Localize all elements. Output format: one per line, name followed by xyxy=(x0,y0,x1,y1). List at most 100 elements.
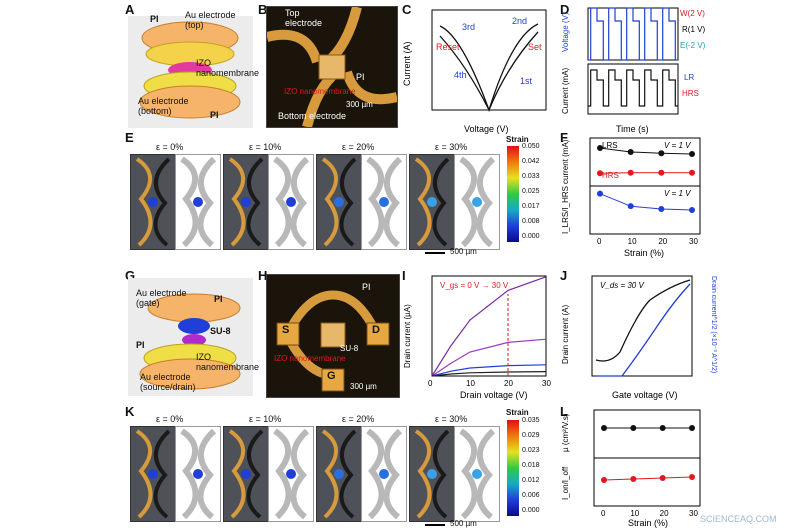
hrs-label-f: HRS xyxy=(602,171,619,180)
scale-bar-e xyxy=(425,252,445,254)
onoff-line xyxy=(603,476,693,481)
label-au-bottom: Au electrode (bottom) xyxy=(138,96,189,116)
ylabel-j-right: Drain current^1/2 (×10⁻³ A^1/2) xyxy=(710,276,717,373)
label-izo-h: IZO nanomembrane xyxy=(274,354,346,363)
strain-photo xyxy=(130,426,176,522)
colorbar-tick: 0.008 xyxy=(522,218,540,225)
output-curve xyxy=(431,276,547,377)
x-tick-label: 30 xyxy=(689,237,698,246)
strain-hotspot xyxy=(286,197,296,207)
data-point xyxy=(689,425,695,431)
pulse-chart-d: W(2 V) R(1 V) E(-2 V) LR HRS Time (s) Vo… xyxy=(561,7,706,134)
label-bottom-electrode: Bottom electrode xyxy=(278,111,347,121)
axes-frame-i xyxy=(431,275,547,377)
strain-simulation xyxy=(175,426,221,522)
device-schematic-g xyxy=(128,278,253,396)
transfer-curve-sqrt xyxy=(596,283,691,377)
panel-label-d: D xyxy=(560,2,570,17)
strain-simulation xyxy=(361,154,407,250)
strain-simulation xyxy=(454,154,500,250)
data-point xyxy=(597,170,603,177)
colorbar-tick: 0.006 xyxy=(522,492,540,499)
strain-photo xyxy=(316,426,362,522)
output-curve xyxy=(431,338,547,377)
strain-photo xyxy=(316,154,362,250)
label-top-electrode: Top electrode xyxy=(285,8,323,28)
axes-frame-l-bottom xyxy=(593,457,701,507)
vgs-label: V_gs = 0 V → 30 V xyxy=(440,281,509,290)
iv-chart-c: Reset Set 3rd 2nd 4th 1st Voltage (V) Cu… xyxy=(402,9,547,134)
label-pi-top: PI xyxy=(150,14,159,24)
colorbar-tick: 0.012 xyxy=(522,477,540,484)
panel-label-b: B xyxy=(258,2,268,17)
strain-chart-l: 0 10 20 30 Strain (%) µ (cm²/V.s) I_on/I_of… xyxy=(561,409,701,528)
cbar-title-k: Strain xyxy=(506,408,529,417)
strain-hotspot xyxy=(472,197,482,207)
panel-label-j: J xyxy=(560,268,568,283)
output-chart-i: 0 10 20 30 V_gs = 0 V → 30 V Drain voltage … xyxy=(403,275,551,400)
panel-label-i: I xyxy=(402,268,406,283)
iv-curve-hrs xyxy=(439,31,539,112)
strain-hotspot xyxy=(379,197,389,207)
colorbar-tick: 0.042 xyxy=(522,158,540,165)
strain-simulation xyxy=(175,154,221,250)
ylabel-i: Drain current (µA) xyxy=(403,304,412,368)
xlabel-f: Strain (%) xyxy=(624,248,664,258)
axes-frame-d-bottom xyxy=(587,63,679,115)
data-point xyxy=(689,169,695,176)
strain-hotspot xyxy=(472,469,482,479)
strain-photo xyxy=(409,154,455,250)
strain-label: ε = 0% xyxy=(156,142,184,152)
x-tick-label: 10 xyxy=(630,509,639,518)
strain-label: ε = 0% xyxy=(156,414,184,424)
colorbar-e xyxy=(507,146,519,242)
strain-photo xyxy=(130,154,176,250)
data-point xyxy=(658,206,665,213)
panel-label-f: F xyxy=(560,130,568,145)
v-label-f-bottom: V = 1 V xyxy=(664,189,691,198)
lrs-label: LRS xyxy=(602,141,618,150)
data-point xyxy=(627,169,634,176)
strain-simulation xyxy=(361,426,407,522)
colorbar-k xyxy=(507,420,519,516)
colorbar-tick: 0.025 xyxy=(522,188,540,195)
data-point xyxy=(689,151,695,157)
data-point xyxy=(689,474,695,480)
axes-frame-f-bottom xyxy=(589,185,701,235)
xlabel-d: Time (s) xyxy=(616,124,649,134)
ylabel-d-bottom: Current (mA) xyxy=(561,67,570,114)
panel-label-h: H xyxy=(258,268,268,283)
read-label: R(1 V) xyxy=(682,25,705,34)
sweep-3rd-label: 3rd xyxy=(462,22,475,32)
sweep-4th-label: 4th xyxy=(454,70,467,80)
x-tick-label: 20 xyxy=(658,237,667,246)
label-au-gate: Au electrode (gate) xyxy=(136,288,187,308)
data-point xyxy=(658,169,665,176)
label-au-sd: Au electrode (source/drain) xyxy=(140,372,196,392)
data-point xyxy=(630,425,637,431)
colorbar-tick: 0.033 xyxy=(522,173,540,180)
x-tick-label: 0 xyxy=(601,509,606,518)
colorbar-tick: 0.000 xyxy=(522,507,540,514)
lr-label: LR xyxy=(684,73,694,82)
x-tick-label: 0 xyxy=(597,237,602,246)
series-line xyxy=(599,193,693,211)
sweep-2nd-label: 2nd xyxy=(512,16,527,26)
drain-pad-label: D xyxy=(372,324,380,336)
scale-bar-k xyxy=(425,524,445,526)
device-schematic-a xyxy=(128,16,253,128)
strain-label: ε = 20% xyxy=(342,414,375,424)
scale-text-e: 500 µm xyxy=(450,247,477,256)
current-trace xyxy=(588,69,678,107)
strain-label: ε = 10% xyxy=(249,414,282,424)
ylabel-f-top: current (mA) xyxy=(561,139,570,184)
label-pi-g-top: PI xyxy=(214,294,223,304)
label-su8: SU-8 xyxy=(210,326,231,336)
strain-photo xyxy=(409,426,455,522)
strain-simulation xyxy=(454,426,500,522)
axes-frame-c xyxy=(431,9,547,111)
panel-label-e: E xyxy=(125,130,134,145)
axes-frame-l-top xyxy=(593,409,701,459)
label-su8-h: SU-8 xyxy=(340,344,359,353)
hrs-label: HRS xyxy=(682,89,699,98)
